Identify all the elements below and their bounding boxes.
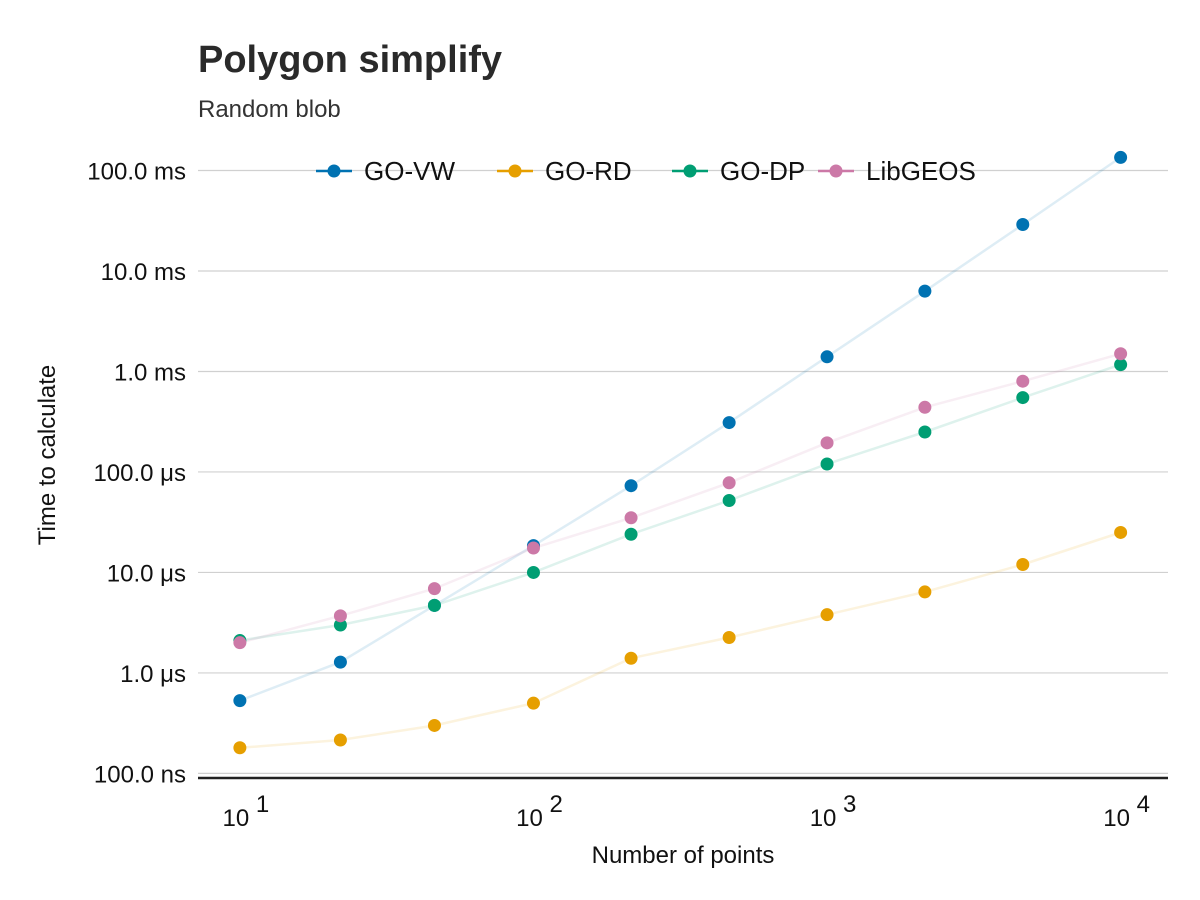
y-axis-label: Time to calculate xyxy=(34,365,61,546)
y-axis-ticks: 100.0 ns 1.0 μs 10.0 μs 100.0 μs 1.0 ms 10.0 … xyxy=(87,159,186,789)
grid-lines xyxy=(198,169,1168,775)
data-point-libgeos xyxy=(233,636,247,650)
y-tick-label: 100.0 μs xyxy=(93,460,186,487)
y-tick-label: 100.0 ms xyxy=(87,159,186,186)
legend-label: GO-VW xyxy=(364,156,455,186)
data-point-go-vw xyxy=(820,350,834,364)
legend-swatch-marker xyxy=(327,164,341,178)
data-point-go-dp xyxy=(333,618,347,632)
series-line-go-rd xyxy=(239,531,1121,750)
data-point-go-vw xyxy=(333,655,347,669)
data-point-go-rd xyxy=(820,608,834,622)
legend-label: GO-DP xyxy=(720,156,805,186)
data-point-go-vw xyxy=(1114,150,1128,164)
data-point-go-rd xyxy=(233,741,247,755)
data-point-libgeos xyxy=(427,582,441,596)
y-tick-label: 1.0 ms xyxy=(114,359,186,386)
data-point-libgeos xyxy=(820,436,834,450)
data-point-go-dp xyxy=(526,565,540,579)
x-tick-label: 102 xyxy=(516,791,563,832)
x-tick-base: 10 xyxy=(810,805,837,832)
data-point-libgeos xyxy=(333,609,347,623)
legend: GO-VW GO-RD GO-DP LibGEOS xyxy=(316,156,976,186)
x-tick-exponent: 2 xyxy=(549,791,562,818)
data-point-libgeos xyxy=(1114,347,1128,361)
data-point-go-rd xyxy=(427,718,441,732)
y-tick-label: 10.0 μs xyxy=(107,560,186,587)
data-point-libgeos xyxy=(722,476,736,490)
legend-swatch-marker xyxy=(829,164,843,178)
data-point-go-vw xyxy=(624,479,638,493)
data-point-go-rd xyxy=(333,733,347,747)
series-line-go-vw xyxy=(239,156,1122,702)
data-point-go-dp xyxy=(722,493,736,507)
data-point-go-rd xyxy=(1016,557,1030,571)
chart-subtitle: Random blob xyxy=(198,96,341,123)
x-tick-base: 10 xyxy=(223,805,250,832)
x-axis-label: Number of points xyxy=(592,842,775,869)
data-point-go-rd xyxy=(624,651,638,665)
data-point-libgeos xyxy=(918,400,932,414)
y-tick-label: 1.0 μs xyxy=(120,661,186,688)
data-point-go-dp xyxy=(624,527,638,541)
data-point-go-rd xyxy=(722,631,736,645)
data-point-go-vw xyxy=(918,284,932,298)
series-points xyxy=(233,150,1128,755)
y-tick-label: 100.0 ns xyxy=(94,761,186,788)
x-tick-base: 10 xyxy=(1103,805,1130,832)
data-point-go-vw xyxy=(1016,218,1030,232)
data-point-go-vw xyxy=(722,416,736,430)
data-point-go-dp xyxy=(918,425,932,439)
x-tick-base: 10 xyxy=(516,805,543,832)
x-tick-label: 103 xyxy=(810,791,857,832)
data-point-go-dp xyxy=(820,457,834,471)
series-line-libgeos xyxy=(239,352,1121,644)
x-tick-label: 10 4 xyxy=(1103,791,1150,832)
data-point-libgeos xyxy=(624,511,638,525)
legend-label: GO-RD xyxy=(545,156,632,186)
data-point-go-dp xyxy=(1016,391,1030,405)
data-point-libgeos xyxy=(1016,374,1030,388)
series-lines xyxy=(239,156,1122,750)
x-tick-exponent: 4 xyxy=(1137,791,1150,818)
data-point-libgeos xyxy=(526,541,540,555)
legend-label: LibGEOS xyxy=(866,156,976,186)
x-tick-label: 101 xyxy=(223,791,270,832)
data-point-go-rd xyxy=(526,696,540,710)
legend-swatch-marker xyxy=(683,164,697,178)
data-point-go-vw xyxy=(233,694,247,708)
legend-swatch-marker xyxy=(508,164,522,178)
chart-title: Polygon simplify xyxy=(198,39,502,81)
data-point-go-rd xyxy=(1114,525,1128,539)
x-tick-exponent: 3 xyxy=(843,791,856,818)
y-tick-label: 10.0 ms xyxy=(101,259,186,286)
data-point-go-dp xyxy=(427,598,441,612)
series-line-go-dp xyxy=(239,363,1121,642)
data-point-go-dp xyxy=(1114,358,1128,372)
data-point-go-rd xyxy=(918,585,932,599)
x-tick-exponent: 1 xyxy=(256,791,269,818)
